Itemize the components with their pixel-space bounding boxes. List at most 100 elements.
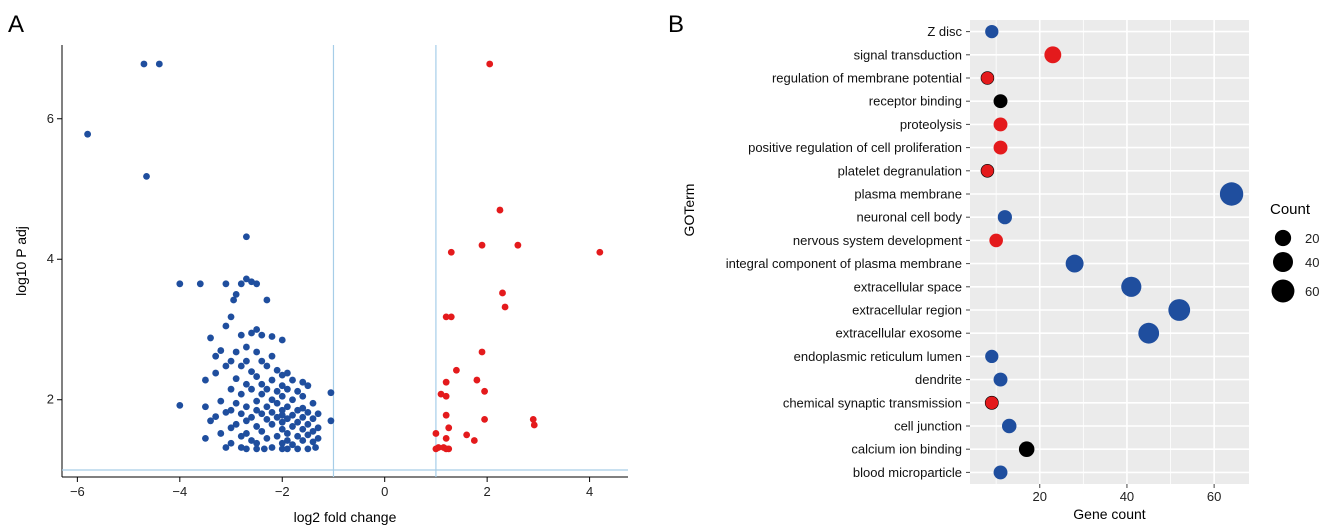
go-term-label: Z disc — [927, 24, 962, 39]
volcano-point-down — [304, 408, 312, 416]
volcano-x-tick-label: 2 — [484, 484, 491, 499]
volcano-point-down — [289, 441, 296, 449]
volcano-point-down — [294, 387, 302, 395]
volcano-point-up — [437, 390, 445, 398]
volcano-point-down — [283, 415, 291, 423]
volcano-point-down — [212, 413, 220, 420]
volcano-y-tick-label: 6 — [47, 111, 54, 126]
volcano-point-up — [445, 424, 453, 432]
dotplot-x-axis-title: Gene count — [1073, 506, 1145, 522]
volcano-point-down — [304, 431, 312, 439]
volcano-point-down — [263, 416, 271, 423]
volcano-point-down — [237, 362, 245, 370]
dotplot-points — [980, 24, 1244, 480]
volcano-point-down — [268, 408, 276, 416]
legend-title: Count — [1270, 201, 1311, 218]
volcano-point-down — [273, 399, 281, 407]
volcano-point-down — [222, 444, 230, 451]
volcano-point-down — [253, 373, 261, 380]
volcano-point-down — [248, 437, 255, 444]
count-legend: Count 20 40 60 — [1270, 201, 1319, 303]
volcano-point-down — [232, 290, 240, 298]
volcano-point-up — [463, 431, 471, 439]
volcano-point-down — [268, 420, 276, 428]
volcano-point-down — [253, 423, 261, 430]
go-term-point — [1065, 254, 1084, 273]
volcano-point-down — [202, 434, 209, 442]
volcano-point-up — [496, 206, 504, 214]
volcano-point-down — [248, 385, 255, 393]
volcano-point-down — [217, 430, 225, 437]
volcano-point-down — [237, 432, 245, 440]
go-term-point — [1138, 322, 1160, 344]
volcano-point-down — [309, 427, 317, 435]
volcano-point-down — [258, 331, 266, 339]
go-term-point — [980, 164, 995, 178]
volcano-point-down — [222, 362, 230, 370]
volcano-point-down — [273, 387, 281, 395]
volcano-point-down — [248, 413, 255, 421]
legend-size-key — [1274, 229, 1292, 247]
dotplot-x-tick-label: 20 — [1033, 489, 1047, 504]
volcano-point-down — [207, 417, 214, 425]
volcano-point-up — [432, 430, 440, 437]
go-term-point — [993, 372, 1008, 387]
go-term-label: positive regulation of cell proliferatio… — [748, 140, 962, 155]
volcano-point-down — [278, 445, 286, 453]
volcano-point-down — [227, 357, 235, 365]
volcano-point-down — [273, 366, 281, 374]
dotplot-x-tick-label: 40 — [1120, 489, 1134, 504]
volcano-point-down — [242, 357, 250, 365]
volcano-point-down — [283, 437, 291, 444]
volcano-point-down — [155, 60, 163, 68]
go-term-label: blood microparticle — [853, 465, 962, 480]
volcano-point-up — [499, 289, 506, 297]
volcano-point-down — [253, 445, 261, 453]
volcano-point-down — [260, 445, 268, 453]
volcano-point-down — [242, 233, 250, 241]
volcano-point-up — [501, 303, 509, 311]
legend-size-label: 20 — [1305, 231, 1319, 246]
volcano-point-down — [258, 357, 266, 365]
volcano-point-down — [212, 369, 220, 377]
go-term-point — [1168, 299, 1191, 321]
volcano-x-tick-label: −4 — [172, 484, 187, 499]
legend-size-key — [1272, 251, 1294, 273]
volcano-point-down — [248, 368, 255, 376]
volcano-point-down — [202, 376, 209, 384]
volcano-point-down — [263, 385, 271, 393]
volcano-point-down — [278, 382, 286, 390]
volcano-plot: −6 −4 −2 0 2 4 2 4 6 log2 fold change log10 P ad… — [13, 45, 628, 525]
volcano-point-down — [327, 417, 335, 425]
go-term-label: dendrite — [915, 372, 962, 387]
volcano-point-up — [470, 437, 478, 444]
dotplot-ticks: Z disc signal transduction regulation of m… — [726, 24, 1222, 504]
volcano-point-down — [314, 424, 322, 432]
go-term-label: regulation of membrane potential — [772, 71, 962, 86]
volcano-point-down — [294, 406, 302, 414]
volcano-point-down — [253, 326, 261, 333]
volcano-point-up — [596, 248, 604, 256]
go-term-label: platelet degranulation — [838, 163, 962, 178]
go-term-label: receptor binding — [869, 94, 962, 109]
volcano-point-down — [299, 378, 307, 386]
volcano-point-down — [242, 403, 250, 411]
volcano-point-up — [453, 366, 460, 374]
volcano-point-up — [478, 348, 486, 356]
volcano-point-down — [237, 390, 245, 398]
volcano-point-down — [263, 362, 271, 370]
volcano-point-up — [442, 378, 450, 386]
volcano-point-down — [227, 424, 235, 432]
volcano-point-up — [530, 421, 538, 429]
volcano-point-down — [327, 389, 335, 397]
volcano-point-down — [242, 343, 250, 351]
volcano-point-down — [258, 380, 266, 388]
go-term-point — [993, 94, 1008, 109]
volcano-point-down — [304, 382, 312, 390]
volcano-point-up — [442, 434, 450, 442]
volcano-point-down — [258, 390, 266, 398]
volcano-reference-lines — [62, 45, 628, 477]
volcano-point-down — [222, 408, 230, 416]
volcano-point-up — [486, 60, 494, 68]
